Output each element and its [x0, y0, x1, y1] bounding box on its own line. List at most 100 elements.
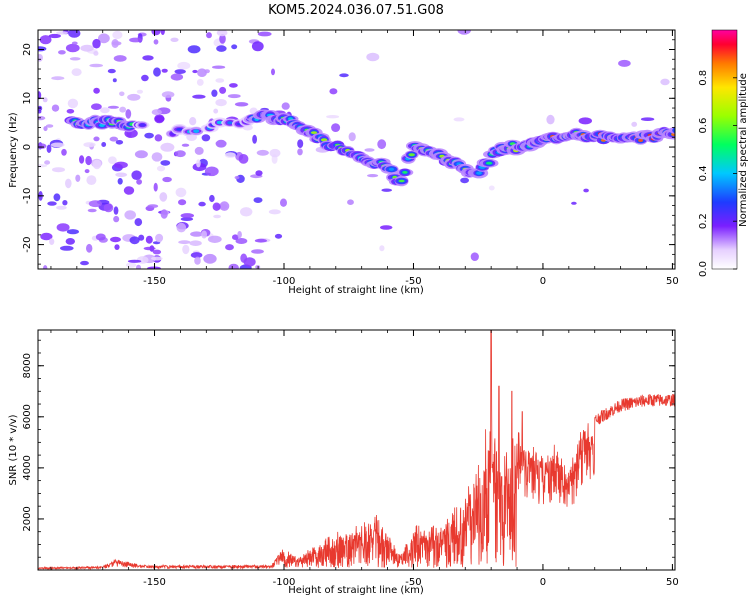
spectrogram-ridge-blob	[638, 138, 643, 142]
spectrogram-noise-blob	[38, 46, 47, 52]
spectrogram-noise-blob	[227, 94, 241, 99]
spectrogram-noise-blob	[145, 235, 153, 244]
spectrogram-x-tick-label: -150	[143, 276, 166, 287]
spectrogram-noise-blob	[129, 37, 143, 43]
spectrogram-noise-blob	[268, 209, 281, 215]
spectrogram-noise-blob	[201, 230, 208, 239]
snr-panel: -150 -100 -50 0 50 2000 4000 6000 8000 Height o…	[8, 329, 679, 596]
spectrogram-noise-blob	[206, 32, 212, 39]
spectrogram-noise-blob	[112, 30, 123, 40]
spectrogram-noise-blob	[56, 205, 67, 210]
spectrogram-noise-blob	[85, 155, 92, 166]
spectrogram-noise-blob	[124, 210, 136, 220]
spectrogram-noise-blob	[234, 175, 240, 180]
spectrogram-noise-blob	[79, 155, 85, 164]
spectrogram-x-tick-label: -50	[405, 276, 421, 287]
spectrogram-noise-blob	[58, 50, 66, 55]
spectrogram-noise-blob	[180, 213, 194, 219]
spectrogram-noise-blob	[180, 217, 194, 222]
spectrogram-noise-blob	[49, 238, 55, 246]
spectrogram-noise-blob	[198, 201, 206, 207]
spectrogram-noise-blob	[143, 246, 156, 251]
spectrogram-noise-blob	[51, 76, 65, 81]
spectrogram-noise-blob	[280, 198, 287, 207]
spectrogram-noise-blob	[39, 35, 52, 45]
spectrogram-noise-blob	[219, 86, 227, 94]
spectrogram-noise-blob	[192, 94, 206, 99]
spectrogram-x-tick-label: 0	[540, 276, 546, 287]
spectrogram-noise-blob	[136, 89, 143, 94]
spectrogram-noise-blob	[152, 249, 162, 255]
spectrogram-noise-blob	[134, 150, 148, 159]
spectrogram-noise-blob	[86, 175, 97, 186]
spectrogram-noise-blob	[53, 193, 61, 202]
spectrogram-noise-blob	[231, 44, 238, 50]
spectrogram-noise-blob	[52, 167, 65, 173]
spectrogram-noise-blob	[127, 259, 142, 263]
spectrogram-noise-blob	[160, 209, 168, 219]
spectrogram-noise-blob	[251, 41, 264, 52]
spectrogram-noise-blob	[153, 39, 159, 45]
spectrogram-noise-blob	[237, 231, 242, 239]
spectrogram-noise-blob	[204, 166, 219, 177]
spectrogram-noise-blob	[151, 30, 161, 36]
spectrogram-noise-blob	[50, 142, 65, 148]
spectrogram-noise-blob	[138, 234, 145, 241]
colorbar-ticks: 0.0 0.2 0.4 0.6 0.8	[698, 70, 737, 277]
spectrogram-noise-blob	[69, 57, 81, 61]
spectrogram-noise-blob	[224, 152, 236, 158]
spectrogram-noise-blob	[154, 114, 165, 124]
spectrogram-noise-blob	[162, 176, 172, 183]
spectrogram-noise-blob	[219, 201, 230, 211]
snr-y-tick-label: 2000	[22, 506, 33, 531]
spectrogram-noise-blob	[48, 33, 61, 39]
spectrogram-field	[38, 30, 675, 269]
spectrogram-noise-blob	[75, 174, 81, 182]
spectrogram-ridge-blob	[398, 179, 405, 183]
spectrogram-noise-blob	[194, 256, 201, 265]
spectrogram-noise-blob	[196, 159, 201, 168]
spectrogram-noise-blob	[101, 142, 107, 147]
spectrogram-noise-blob	[203, 253, 217, 264]
spectrogram-noise-blob	[269, 148, 281, 158]
spectrogram-noise-blob	[348, 132, 356, 142]
spectrogram-noise-blob	[660, 78, 670, 86]
spectrogram-noise-blob	[160, 142, 175, 152]
spectrogram-ridge-blob	[193, 129, 200, 134]
spectrogram-noise-blob	[45, 124, 54, 128]
spectrogram-y-tick-label: 20	[22, 43, 33, 56]
spectrogram-ridge-blob	[227, 121, 233, 125]
spectrogram-y-label: Frequency (Hz)	[8, 112, 19, 188]
colorbar-tick-label: 0.4	[698, 165, 709, 181]
spectrogram-noise-blob	[216, 30, 228, 37]
spectrogram-noise-blob	[257, 31, 272, 37]
spectrogram-noise-blob	[381, 188, 393, 192]
spectrogram-noise-blob	[136, 264, 141, 269]
spectrogram-noise-blob	[80, 44, 94, 52]
spectrogram-noise-blob	[377, 139, 387, 150]
spectrogram-noise-blob	[160, 160, 171, 166]
spectrogram-noise-blob	[141, 74, 149, 82]
spectrogram-noise-blob	[51, 104, 60, 112]
spectrogram-noise-blob	[216, 45, 227, 52]
spectrogram-noise-blob	[151, 152, 163, 162]
spectrogram-noise-blob	[159, 192, 168, 202]
colorbar-tick-label: 0.6	[698, 118, 709, 134]
spectrogram-noise-blob	[190, 231, 204, 237]
spectrogram-noise-blob	[331, 123, 341, 132]
spectrogram-noise-blob	[47, 201, 57, 206]
spectrogram-noise-blob	[71, 68, 82, 76]
spectrogram-ridge-blob	[176, 127, 183, 131]
spectrogram-noise-blob	[87, 208, 97, 213]
spectrogram-noise-blob	[196, 78, 204, 86]
spectrogram-noise-blob	[108, 156, 117, 164]
spectrogram-noise-blob	[147, 266, 161, 269]
spectrogram-noise-blob	[100, 107, 110, 114]
spectrogram-ridge-blob	[408, 153, 415, 157]
spectrogram-noise-blob	[618, 59, 631, 67]
spectrogram-noise-blob	[68, 30, 81, 38]
spectrogram-noise-blob	[65, 43, 80, 53]
spectrogram-noise-blob	[83, 142, 96, 148]
spectrogram-y-tick-label: 10	[22, 92, 33, 105]
